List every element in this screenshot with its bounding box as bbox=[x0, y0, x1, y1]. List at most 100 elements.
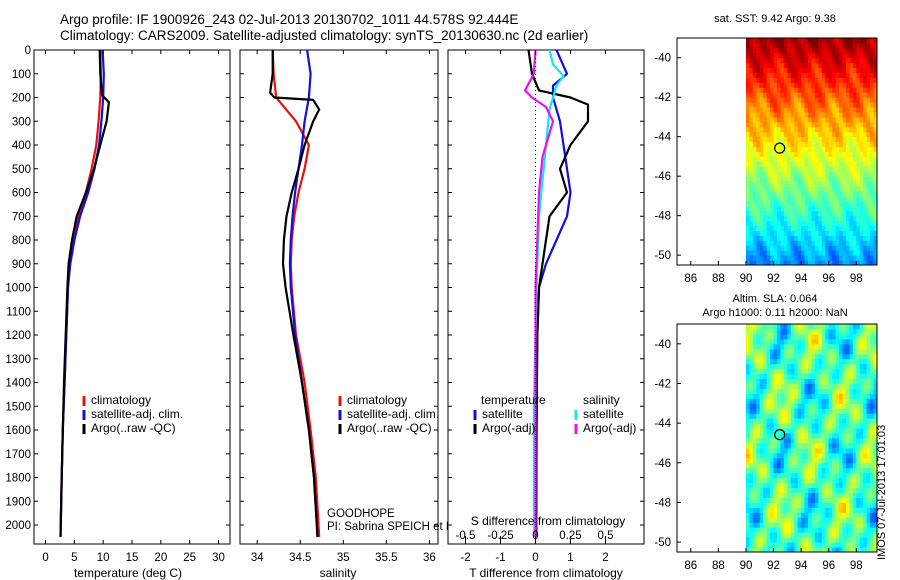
map-cell bbox=[745, 442, 750, 449]
map-cell bbox=[818, 116, 823, 123]
map-cell bbox=[821, 156, 826, 162]
map-cell bbox=[773, 477, 778, 484]
map-cell bbox=[804, 413, 809, 419]
map-cell bbox=[863, 457, 868, 464]
map-cell bbox=[811, 403, 816, 409]
map-cell bbox=[780, 537, 785, 543]
map-cell bbox=[856, 502, 861, 508]
map-cell bbox=[852, 121, 857, 128]
map-cell bbox=[842, 131, 847, 138]
map-cell bbox=[859, 324, 864, 330]
map-cell bbox=[759, 42, 764, 49]
map-cell bbox=[835, 358, 840, 365]
map-cell bbox=[804, 190, 809, 197]
map-cell bbox=[783, 181, 788, 187]
map-cell bbox=[763, 141, 768, 148]
map-cell bbox=[863, 393, 868, 399]
map-cell bbox=[794, 38, 799, 44]
x-tick-label: 20 bbox=[154, 552, 167, 564]
map-cell bbox=[859, 245, 864, 251]
map-cell bbox=[773, 205, 778, 212]
map-cell bbox=[811, 433, 816, 439]
map-cell bbox=[780, 497, 785, 503]
map-cell bbox=[870, 102, 875, 108]
map-cell bbox=[859, 542, 864, 548]
map-cell bbox=[818, 522, 823, 528]
map-cell bbox=[859, 398, 864, 404]
map-cell bbox=[801, 457, 806, 464]
map-cell bbox=[763, 373, 768, 380]
map-cell bbox=[808, 438, 812, 444]
map-cell bbox=[790, 176, 795, 182]
map-cell bbox=[866, 487, 871, 494]
map-cell bbox=[752, 527, 757, 533]
map-cell bbox=[787, 116, 792, 123]
map-cell bbox=[752, 126, 757, 133]
map-cell bbox=[766, 47, 771, 54]
map-cell bbox=[814, 126, 819, 133]
map-cell bbox=[787, 398, 792, 404]
map-cell bbox=[773, 171, 778, 177]
map-cell bbox=[849, 131, 854, 138]
map-cell bbox=[852, 67, 857, 74]
map-cell bbox=[849, 502, 854, 508]
map-cell bbox=[804, 487, 809, 494]
map-cell bbox=[787, 393, 792, 399]
map-cell bbox=[845, 52, 850, 59]
map-cell bbox=[756, 235, 761, 241]
map-cell bbox=[801, 215, 806, 222]
figure-title-line2: Climatology: CARS2009. Satellite-adjuste… bbox=[60, 28, 589, 43]
map-cell bbox=[849, 121, 854, 128]
depth-tick-label: 1900 bbox=[5, 496, 31, 508]
map-cell bbox=[825, 136, 830, 143]
map-cell bbox=[821, 181, 826, 187]
map-cell bbox=[873, 116, 878, 123]
map-cell bbox=[856, 62, 861, 69]
map-cell bbox=[828, 338, 833, 345]
map-cell bbox=[797, 462, 802, 469]
map-cell bbox=[849, 438, 854, 444]
map-cell bbox=[752, 452, 757, 459]
map-cell bbox=[749, 235, 754, 241]
map-cell bbox=[852, 408, 857, 414]
map-cell bbox=[825, 166, 830, 172]
map-cell bbox=[873, 542, 878, 548]
map-cell bbox=[870, 403, 875, 409]
map-cell bbox=[752, 57, 757, 64]
map-cell bbox=[811, 413, 816, 419]
map-cell bbox=[825, 260, 830, 266]
map-cell bbox=[794, 517, 799, 523]
map-cell bbox=[814, 57, 819, 64]
map-cell bbox=[873, 522, 878, 528]
map-cell bbox=[777, 215, 781, 222]
map-cell bbox=[856, 176, 861, 182]
map-cell bbox=[759, 205, 764, 212]
map-cell bbox=[849, 255, 854, 261]
map-cell bbox=[873, 527, 878, 533]
map-cell bbox=[763, 215, 768, 222]
map-cell bbox=[752, 190, 757, 197]
map-cell bbox=[783, 324, 788, 330]
map-cell bbox=[849, 388, 854, 394]
map-cell bbox=[814, 388, 819, 394]
map-cell bbox=[873, 373, 878, 380]
map-cell bbox=[804, 477, 809, 484]
x-tick-label: 15 bbox=[126, 552, 139, 564]
map-cell bbox=[777, 393, 781, 399]
map-cell bbox=[808, 82, 812, 88]
map-cell bbox=[808, 181, 812, 187]
map-cell bbox=[863, 542, 868, 548]
map-cell bbox=[763, 87, 768, 93]
map-cell bbox=[845, 388, 850, 394]
map-cell bbox=[845, 92, 850, 98]
map-cell bbox=[752, 151, 757, 157]
map-cell bbox=[777, 131, 781, 138]
map-cell bbox=[852, 87, 857, 93]
map-cell bbox=[773, 87, 778, 93]
map-cell bbox=[808, 442, 812, 449]
map-cell bbox=[808, 388, 812, 394]
map-cell bbox=[780, 205, 785, 212]
map-cell bbox=[839, 492, 844, 498]
map-cell bbox=[804, 186, 809, 192]
map-cell bbox=[780, 358, 785, 365]
